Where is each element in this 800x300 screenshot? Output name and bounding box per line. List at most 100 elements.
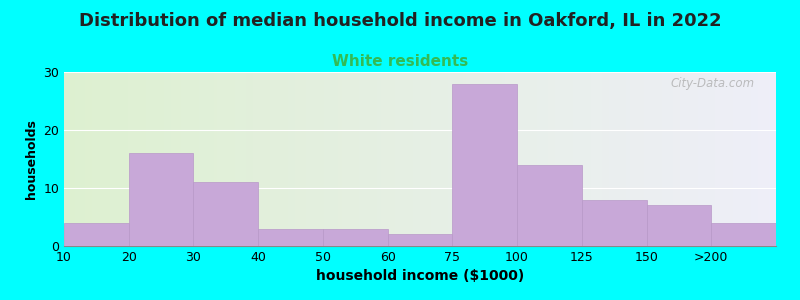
Bar xyxy=(285,72,288,246)
Bar xyxy=(766,72,769,246)
Bar xyxy=(552,72,555,246)
Bar xyxy=(420,72,423,246)
Bar xyxy=(374,72,378,246)
Bar xyxy=(534,72,538,246)
Bar xyxy=(320,72,324,246)
Bar xyxy=(517,165,582,246)
Bar xyxy=(370,72,374,246)
Bar xyxy=(114,72,118,246)
Bar xyxy=(417,72,420,246)
Bar xyxy=(462,72,466,246)
Bar xyxy=(203,72,206,246)
Bar xyxy=(121,72,125,246)
Bar xyxy=(71,72,74,246)
Bar xyxy=(67,72,71,246)
Bar xyxy=(74,72,78,246)
Bar xyxy=(609,72,612,246)
Bar xyxy=(690,72,694,246)
Bar xyxy=(96,72,100,246)
Bar xyxy=(651,72,655,246)
Bar xyxy=(587,72,591,246)
Bar xyxy=(253,72,256,246)
Bar xyxy=(199,72,203,246)
Bar xyxy=(100,72,103,246)
Bar xyxy=(395,72,398,246)
Bar xyxy=(310,72,314,246)
Bar xyxy=(754,72,758,246)
Bar xyxy=(281,72,285,246)
Bar xyxy=(541,72,545,246)
Bar xyxy=(582,200,646,246)
Bar xyxy=(110,72,114,246)
Bar xyxy=(349,72,352,246)
Bar xyxy=(634,72,637,246)
Bar xyxy=(246,72,249,246)
Bar xyxy=(153,72,157,246)
Bar xyxy=(630,72,634,246)
Bar xyxy=(398,72,402,246)
Bar xyxy=(106,72,110,246)
Bar xyxy=(584,72,587,246)
Bar xyxy=(648,72,651,246)
Bar xyxy=(470,72,474,246)
Bar xyxy=(135,72,138,246)
Bar xyxy=(278,72,281,246)
Bar xyxy=(616,72,619,246)
Bar xyxy=(577,72,580,246)
Bar xyxy=(64,223,129,246)
Bar xyxy=(481,72,484,246)
Bar xyxy=(249,72,253,246)
Bar xyxy=(324,72,327,246)
Bar xyxy=(356,72,359,246)
Bar xyxy=(619,72,623,246)
Bar xyxy=(214,72,217,246)
Bar xyxy=(235,72,238,246)
Bar xyxy=(623,72,626,246)
Bar xyxy=(388,72,391,246)
Bar xyxy=(666,72,669,246)
Bar xyxy=(413,72,417,246)
Bar xyxy=(93,72,96,246)
Bar xyxy=(292,72,295,246)
Bar xyxy=(442,72,445,246)
Bar xyxy=(352,72,356,246)
Bar xyxy=(680,72,683,246)
Bar xyxy=(722,72,726,246)
Bar xyxy=(306,72,310,246)
Bar xyxy=(516,72,520,246)
Bar xyxy=(452,72,456,246)
Bar xyxy=(217,72,221,246)
Bar xyxy=(715,72,719,246)
Bar xyxy=(705,72,708,246)
Bar xyxy=(174,72,178,246)
Bar xyxy=(231,72,235,246)
Bar xyxy=(78,72,82,246)
Bar xyxy=(346,72,349,246)
Bar xyxy=(129,153,194,246)
Bar xyxy=(196,72,199,246)
Bar xyxy=(164,72,167,246)
Bar xyxy=(602,72,605,246)
Bar xyxy=(238,72,242,246)
Bar xyxy=(573,72,577,246)
Bar xyxy=(270,72,274,246)
Bar xyxy=(730,72,734,246)
Bar xyxy=(82,72,86,246)
Bar xyxy=(530,72,534,246)
Bar xyxy=(410,72,413,246)
Bar xyxy=(314,72,317,246)
Bar xyxy=(132,72,135,246)
Bar xyxy=(242,72,246,246)
Bar xyxy=(327,72,331,246)
Bar xyxy=(334,72,338,246)
Bar xyxy=(338,72,342,246)
Bar xyxy=(559,72,562,246)
Bar xyxy=(758,72,762,246)
Bar xyxy=(189,72,192,246)
Bar xyxy=(256,72,260,246)
Bar xyxy=(359,72,363,246)
Bar xyxy=(555,72,559,246)
Bar xyxy=(118,72,121,246)
Bar xyxy=(182,72,185,246)
Bar xyxy=(260,72,263,246)
